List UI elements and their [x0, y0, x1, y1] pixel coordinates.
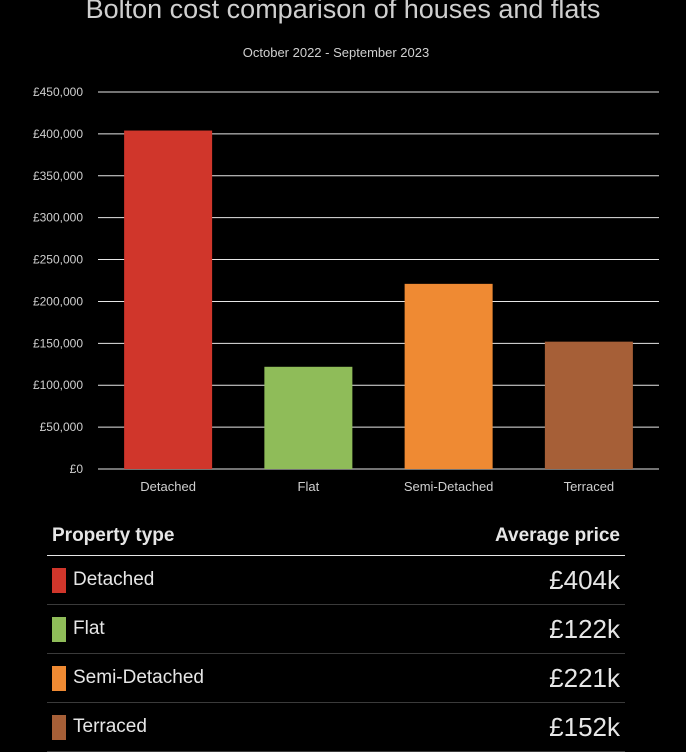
y-tick-label: £0 — [70, 462, 84, 476]
table-row: Detached £404k — [47, 556, 625, 605]
y-tick-label: £150,000 — [33, 336, 83, 350]
swatch-semi-detached — [52, 665, 66, 691]
bar-chart: £0 £50,000 £100,000 £150,000 £200,000 £250,00… — [33, 85, 659, 494]
table-row: Semi-Detached £221k — [47, 654, 625, 703]
x-tick-label: Semi-Detached — [404, 479, 494, 494]
row-label-flat: Flat — [73, 618, 105, 639]
swatch-flat — [52, 616, 66, 642]
y-tick-label: £200,000 — [33, 294, 83, 308]
y-tick-label: £250,000 — [33, 253, 83, 267]
row-label-terraced: Terraced — [73, 716, 147, 737]
chart-subtitle: October 2022 - September 2023 — [242, 45, 430, 60]
row-label-detached: Detached — [73, 569, 155, 590]
x-tick-label: Terraced — [564, 479, 615, 494]
table-row: Flat £122k — [47, 605, 625, 654]
bar-detached — [124, 130, 213, 469]
y-tick-label: £350,000 — [33, 169, 83, 183]
chart-title: Bolton cost comparison of houses and fla… — [85, 0, 601, 24]
y-tick-label: £100,000 — [33, 378, 83, 392]
y-tick-label: £50,000 — [40, 420, 84, 434]
row-value-detached: £404k — [549, 564, 620, 595]
header-property-type: Property type — [52, 525, 175, 546]
row-value-flat: £122k — [549, 613, 620, 644]
header-average-price: Average price — [495, 525, 620, 546]
bar-flat — [264, 366, 353, 469]
price-table: Property type Average price Detached £40… — [47, 517, 625, 752]
x-tick-label: Flat — [298, 479, 320, 494]
y-tick-label: £400,000 — [33, 127, 83, 141]
swatch-terraced — [52, 714, 66, 740]
row-value-terraced: £152k — [549, 711, 620, 742]
y-tick-label: £300,000 — [33, 211, 83, 225]
bar-semi-detached — [404, 283, 493, 469]
bar-terraced — [544, 341, 633, 469]
table-row: Terraced £152k — [47, 703, 625, 752]
table-header: Property type Average price — [47, 517, 625, 556]
row-label-semi-detached: Semi-Detached — [73, 667, 204, 688]
y-tick-label: £450,000 — [33, 85, 83, 99]
x-tick-label: Detached — [140, 479, 196, 494]
swatch-detached — [52, 567, 66, 593]
row-value-semi-detached: £221k — [549, 662, 620, 693]
